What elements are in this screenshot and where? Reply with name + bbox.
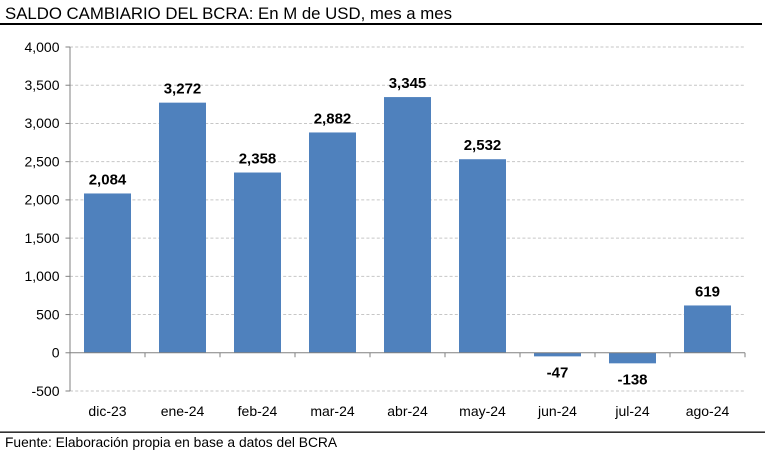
svg-text:dic-23: dic-23 [88,403,126,419]
svg-text:3,000: 3,000 [24,115,59,131]
svg-text:2,882: 2,882 [314,110,352,127]
svg-text:500: 500 [36,306,60,322]
svg-text:2,500: 2,500 [24,153,59,169]
svg-text:-138: -138 [617,371,647,388]
svg-text:abr-24: abr-24 [387,403,428,419]
svg-text:ago-24: ago-24 [686,403,730,419]
svg-text:may-24: may-24 [459,403,506,419]
svg-text:1,500: 1,500 [24,230,59,246]
svg-text:0: 0 [52,345,60,361]
svg-text:2,084: 2,084 [89,171,127,188]
svg-text:Fuente: Elaboración propia en: Fuente: Elaboración propia en base a dat… [5,435,338,450]
svg-text:-47: -47 [547,364,569,381]
svg-text:3,272: 3,272 [164,81,202,98]
svg-text:2,532: 2,532 [464,137,502,154]
svg-text:mar-24: mar-24 [310,403,355,419]
svg-text:feb-24: feb-24 [238,403,278,419]
svg-text:2,000: 2,000 [24,192,59,208]
svg-text:3,345: 3,345 [389,75,427,92]
svg-text:SALDO CAMBIARIO DEL BCRA: En M: SALDO CAMBIARIO DEL BCRA: En M de USD, m… [5,4,452,23]
svg-text:-500: -500 [31,383,59,399]
svg-text:1,000: 1,000 [24,268,59,284]
svg-text:jul-24: jul-24 [614,403,649,419]
svg-text:4,000: 4,000 [24,39,59,55]
svg-text:619: 619 [695,283,720,300]
svg-text:3,500: 3,500 [24,77,59,93]
svg-text:jun-24: jun-24 [537,403,577,419]
svg-text:2,358: 2,358 [239,151,277,168]
svg-text:ene-24: ene-24 [161,403,205,419]
